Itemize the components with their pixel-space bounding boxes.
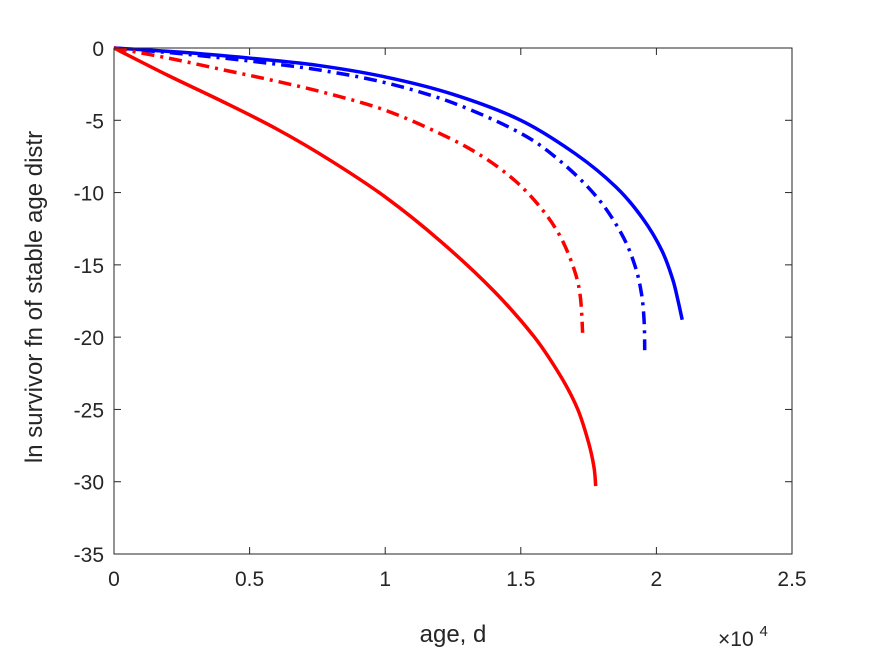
- axes-box: [113, 47, 793, 555]
- x-tick-label: 1.5: [506, 568, 535, 591]
- y-tick-label: -15: [74, 255, 104, 278]
- x-tick-label: 2.5: [777, 568, 806, 591]
- y-tick-label: -20: [74, 327, 104, 350]
- series-line-1-blue-solid: [113, 46, 684, 321]
- y-tick-label: 0: [92, 38, 104, 61]
- series-line-3-red-dashdot: [113, 46, 585, 333]
- series-line-4-red-solid: [113, 46, 598, 487]
- series-line-2-blue-dashdot: [113, 46, 647, 351]
- y-tick-label: -35: [74, 544, 104, 567]
- x-axis-label: age, d: [420, 621, 487, 648]
- x-tick-label: 0: [108, 568, 120, 591]
- x-tick-label: 1: [379, 568, 391, 591]
- y-tick-label: -5: [85, 110, 104, 133]
- x-tick-label: 2: [651, 568, 663, 591]
- x-axis-multiplier: ×10 4: [718, 623, 768, 651]
- plot-area-background: [114, 48, 792, 554]
- y-tick-label: -10: [74, 183, 104, 206]
- series-layer: [113, 46, 684, 487]
- x-tick-label: 0.5: [235, 568, 264, 591]
- x-axis-multiplier-base: ×10: [718, 628, 754, 651]
- y-tick-label: -30: [74, 472, 104, 495]
- x-axis-multiplier-exponent: 4: [759, 623, 767, 640]
- tick-layer: 0 0.5 1 1.5 2 2.5 0 -5 -10 -15 -20 -25 -30 -35: [74, 38, 807, 591]
- y-axis-label: ln survivor fn of stable age distr: [21, 131, 48, 463]
- y-tick-label: -25: [74, 399, 104, 422]
